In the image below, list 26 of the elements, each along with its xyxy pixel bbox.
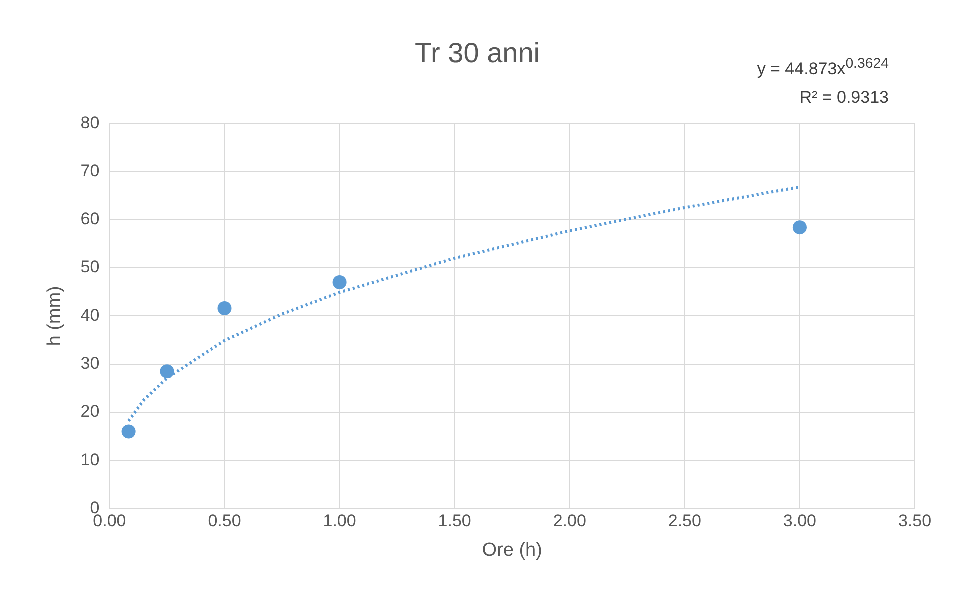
point (122, 424, 136, 439)
y-tick-label: 30 (80, 354, 100, 374)
y-tick-label: 70 (80, 161, 100, 180)
point (160, 364, 174, 379)
point (792, 220, 807, 235)
y-tick-label: 60 (80, 210, 100, 229)
x-tick-label: 0.50 (208, 512, 242, 531)
x-tick-label: 1.00 (323, 512, 356, 531)
chart-title: Tr 30 anni (414, 38, 540, 69)
y-tick-label: 10 (80, 450, 100, 470)
point (332, 275, 347, 290)
point (218, 301, 232, 316)
x-tick-label: 3.50 (898, 512, 932, 531)
y-axis-title: h (mm) (44, 286, 66, 346)
line-series (127, 186, 802, 423)
x-tick-label: 2.00 (553, 512, 586, 531)
x-tick-label: 2.50 (668, 512, 702, 531)
text: y = 44.873x$^{0.3624}$ (757, 55, 889, 81)
x-tick-label: 1.50 (438, 512, 472, 531)
y-tick-label: 20 (80, 402, 100, 422)
y-tick-label: 80 (80, 113, 100, 132)
text: R² = 0.9313 (798, 86, 889, 109)
x-axis-title: Ore (h) (482, 540, 542, 561)
y-tick-label: 40 (80, 306, 100, 325)
x-tick-label: 3.00 (783, 512, 817, 531)
y-tick-label: 50 (80, 258, 100, 277)
